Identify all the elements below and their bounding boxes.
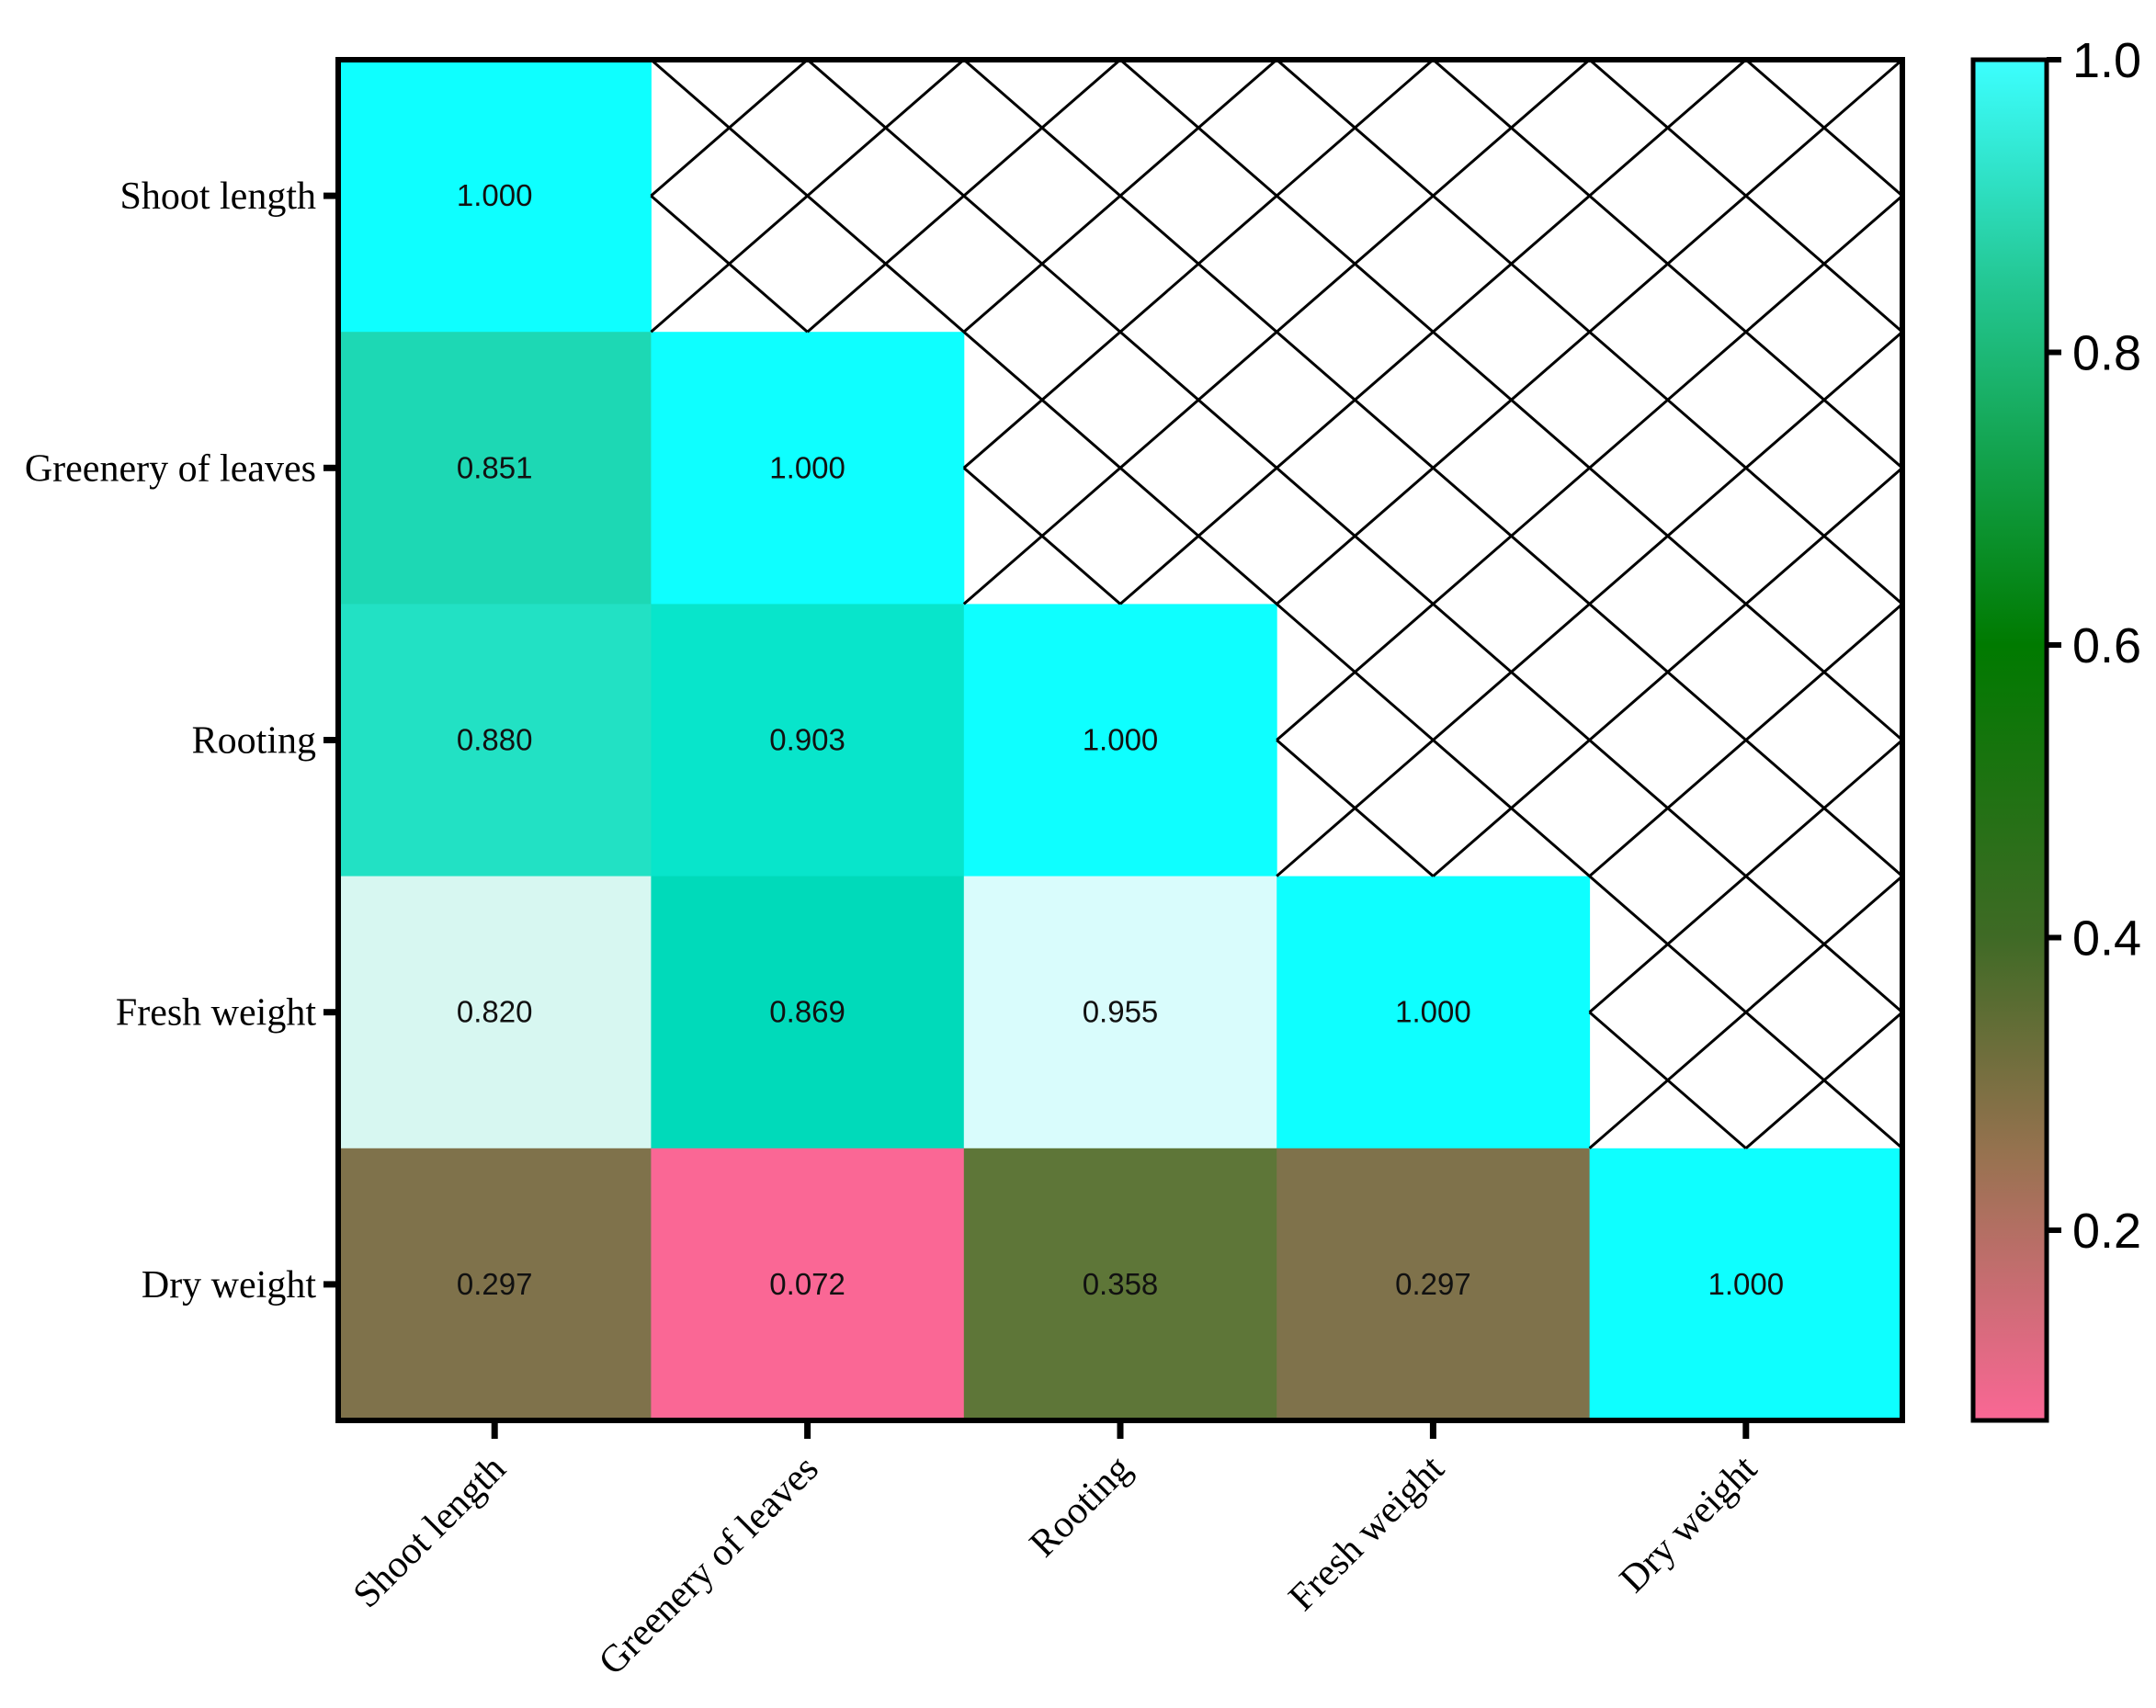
cell-value-label: 1.000 <box>1083 723 1159 757</box>
cell-value-label: 0.903 <box>769 723 845 757</box>
empty-cell-crosshatch <box>650 58 1903 1149</box>
crosshatch-line <box>1432 603 1591 741</box>
crosshatch-line <box>1276 467 1435 605</box>
cell-value-label: 1.000 <box>769 450 845 484</box>
colorbar-tick-label: 1.0 <box>2072 33 2141 88</box>
heatmap-cell-dry-weight-greenery-of-leaves <box>651 1148 965 1421</box>
x-axis: Shoot length Greenery of leaves Rooting Fre… <box>346 1420 1765 1683</box>
cell-value-label: 0.880 <box>457 723 533 757</box>
heatmap-cell-shoot-length-shoot-length <box>338 60 652 333</box>
heatmap-cell-dry-weight-fresh-weight <box>1277 1148 1591 1421</box>
crosshatch-line <box>1119 467 1278 605</box>
crosshatch-line <box>1119 331 1278 469</box>
crosshatch-line <box>1432 331 1591 469</box>
crosshatch-line <box>962 331 1121 469</box>
heatmap-cell-greenery-of-leaves-greenery-of-leaves <box>651 332 965 605</box>
x-tick-label-dry-weight: Dry weight <box>1612 1447 1765 1601</box>
colorbar-tick-label: 0.8 <box>2072 325 2141 380</box>
crosshatch-line <box>1276 739 1435 877</box>
crosshatch-line <box>1588 603 1747 741</box>
cell-value-label: 0.358 <box>1083 1267 1159 1301</box>
crosshatch-line <box>1276 603 1435 741</box>
colorbar-tick-label: 0.6 <box>2072 618 2141 673</box>
heatmap-cell-dry-weight-rooting <box>963 1148 1277 1421</box>
crosshatch-line <box>1744 603 1903 741</box>
y-tick-label-shoot-length: Shoot length <box>119 175 316 218</box>
cell-value-label: 1.000 <box>1708 1267 1785 1301</box>
crosshatch-line <box>1744 467 1903 605</box>
crosshatch-line <box>1744 331 1903 469</box>
colorbar <box>1970 57 2049 1423</box>
heatmap-cell-rooting-greenery-of-leaves <box>651 604 965 877</box>
crosshatch-line <box>1744 875 1903 1013</box>
crosshatch-line <box>1588 467 1747 605</box>
colorbar-axis: 1.0 0.8 0.6 0.4 0.2 <box>2047 33 2141 1259</box>
crosshatch-line <box>1588 58 1747 198</box>
crosshatch-line <box>1744 739 1903 877</box>
crosshatch-line <box>1276 194 1435 334</box>
y-tick-label-rooting: Rooting <box>192 720 316 763</box>
crosshatch-line <box>1119 194 1278 334</box>
crosshatch-line <box>962 194 1121 334</box>
cell-value-label: 1.000 <box>457 178 533 212</box>
y-tick-label-greenery-of-leaves: Greenery of leaves <box>25 447 316 490</box>
colorbar-tick-label: 0.4 <box>2072 911 2141 966</box>
crosshatch-line <box>1119 58 1278 198</box>
crosshatch-line <box>1432 194 1591 334</box>
heatmap-cell-greenery-of-leaves-shoot-length <box>338 332 652 605</box>
cell-value-label: 1.000 <box>1395 995 1471 1029</box>
crosshatch-line <box>1588 875 1747 1013</box>
heatmap-cell-fresh-weight-shoot-length <box>338 876 652 1149</box>
heatmap-cell-rooting-shoot-length <box>338 604 652 877</box>
crosshatch-line <box>1432 58 1591 198</box>
cell-value-label: 0.851 <box>457 450 533 484</box>
crosshatch-line <box>962 467 1121 605</box>
crosshatch-line <box>1276 58 1435 198</box>
heatmap-cell-fresh-weight-fresh-weight <box>1277 876 1591 1149</box>
crosshatch-line <box>1432 467 1591 605</box>
crosshatch-line <box>1588 331 1747 469</box>
heatmap-cell-fresh-weight-greenery-of-leaves <box>651 876 965 1149</box>
y-tick-label-fresh-weight: Fresh weight <box>116 992 316 1035</box>
x-tick-label-shoot-length: Shoot length <box>346 1448 515 1617</box>
heatmap-cell-fresh-weight-rooting <box>963 876 1277 1149</box>
crosshatch-line <box>650 58 809 198</box>
x-tick-label-rooting: Rooting <box>1022 1448 1140 1566</box>
heatmap-cell-dry-weight-dry-weight <box>1589 1148 1903 1421</box>
cell-value-label: 0.072 <box>769 1267 845 1301</box>
cell-value-label: 0.297 <box>457 1267 533 1301</box>
crosshatch-line <box>962 58 1121 198</box>
crosshatch-line <box>650 194 809 334</box>
crosshatch-line <box>806 58 965 198</box>
heatmap-cell-dry-weight-shoot-length <box>338 1148 652 1421</box>
cell-value-label: 0.820 <box>457 995 533 1029</box>
crosshatch-line <box>1588 739 1747 877</box>
cell-value-label: 0.869 <box>769 995 845 1029</box>
cell-value-label: 0.955 <box>1083 995 1159 1029</box>
y-tick-label-dry-weight: Dry weight <box>142 1264 316 1306</box>
colorbar-tick-label: 0.2 <box>2072 1204 2141 1259</box>
x-tick-label-fresh-weight: Fresh weight <box>1281 1447 1453 1619</box>
crosshatch-line <box>1744 58 1903 198</box>
cell-value-labels: 1.000 0.851 1.000 0.880 0.903 1.000 0.820 0.869… <box>457 178 1784 1301</box>
heatmap-cell-rooting-rooting <box>963 604 1277 877</box>
cell-value-label: 0.297 <box>1395 1267 1471 1301</box>
x-tick-label-greenery-of-leaves: Greenery of leaves <box>591 1448 827 1684</box>
crosshatch-line <box>1432 739 1591 877</box>
crosshatch-line <box>1744 194 1903 334</box>
crosshatch-line <box>1588 194 1747 334</box>
crosshatch-line <box>1744 1011 1903 1149</box>
y-axis: Shoot length Greenery of leaves Rooting Fre… <box>25 175 338 1306</box>
crosshatch-line <box>806 194 965 334</box>
crosshatch-line <box>1588 1011 1747 1149</box>
crosshatch-line <box>1276 331 1435 469</box>
heatmap-cells <box>338 60 1903 1421</box>
